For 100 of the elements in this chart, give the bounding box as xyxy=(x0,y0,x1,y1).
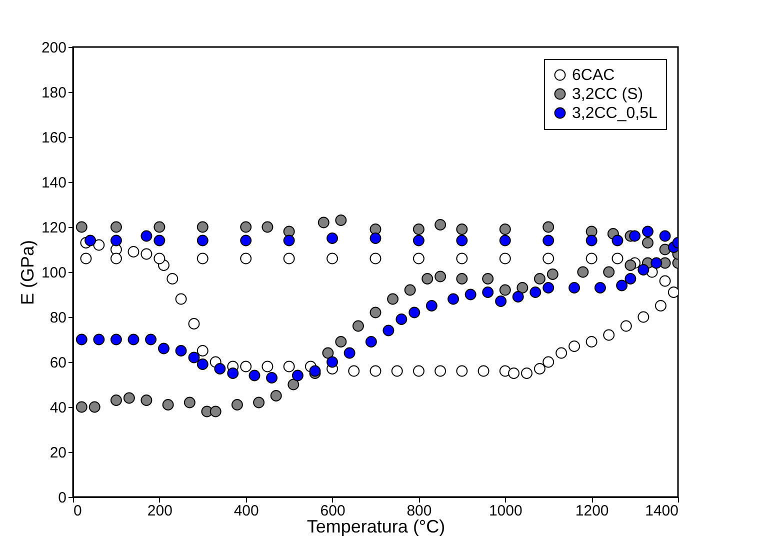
point xyxy=(288,378,300,390)
legend-label: 3,2CC_0,5L xyxy=(572,105,658,122)
point xyxy=(240,221,252,233)
point xyxy=(154,252,166,264)
point xyxy=(283,234,295,246)
y-tick-label: 0 xyxy=(58,490,66,506)
y-tick-label: 120 xyxy=(41,220,66,236)
point xyxy=(370,232,382,244)
point xyxy=(382,324,394,336)
point xyxy=(76,221,88,233)
point xyxy=(412,252,424,264)
point xyxy=(396,314,408,325)
point xyxy=(434,270,446,282)
y-tick-label: 60 xyxy=(50,354,66,372)
point xyxy=(542,356,554,368)
point xyxy=(188,318,200,330)
point xyxy=(478,365,490,377)
point xyxy=(335,214,347,226)
point xyxy=(370,306,382,318)
point xyxy=(530,286,542,298)
point xyxy=(162,399,174,410)
point xyxy=(110,394,122,406)
point xyxy=(638,264,650,276)
point xyxy=(196,358,208,370)
point xyxy=(140,248,152,260)
point xyxy=(603,329,615,341)
point xyxy=(499,224,511,235)
point xyxy=(638,311,650,323)
y-tick-label: 160 xyxy=(41,130,66,146)
point xyxy=(262,221,274,233)
y-tick-label: 100 xyxy=(41,264,66,282)
point xyxy=(344,347,356,359)
point xyxy=(128,334,140,346)
x-tick-label: 600 xyxy=(320,502,346,520)
y-tick-label: 40 xyxy=(50,400,66,416)
point xyxy=(326,232,338,244)
y-tick-label: 80 xyxy=(50,310,66,326)
point xyxy=(140,230,152,242)
point xyxy=(495,296,507,307)
y-tick-label: 180 xyxy=(41,84,66,102)
point xyxy=(326,252,338,264)
point xyxy=(93,239,105,251)
point xyxy=(616,280,628,292)
point xyxy=(309,365,321,377)
point xyxy=(175,293,187,305)
point xyxy=(88,401,100,413)
point xyxy=(240,252,252,264)
point xyxy=(387,293,399,305)
point xyxy=(408,306,420,318)
point xyxy=(292,370,304,382)
point xyxy=(283,252,295,264)
point xyxy=(456,234,468,246)
x-tick-label: 200 xyxy=(147,502,172,520)
point xyxy=(534,273,546,284)
point xyxy=(642,237,654,248)
point xyxy=(154,221,166,233)
point xyxy=(668,286,678,298)
point xyxy=(210,406,222,418)
point xyxy=(370,365,382,377)
point xyxy=(659,230,671,242)
point xyxy=(434,365,446,377)
point xyxy=(482,273,494,284)
point xyxy=(556,347,568,359)
point xyxy=(499,234,511,246)
point xyxy=(448,293,460,305)
point xyxy=(594,282,606,294)
legend-label: 6CAC xyxy=(572,67,615,84)
point xyxy=(214,363,226,374)
x-tick-label: 1000 xyxy=(488,502,522,520)
x-axis-title: Temperatura (°C) xyxy=(306,516,446,536)
y-tick-label: 20 xyxy=(50,444,66,462)
point xyxy=(80,252,92,264)
point xyxy=(586,252,598,264)
point xyxy=(642,226,654,238)
point xyxy=(145,334,157,346)
point xyxy=(659,275,671,287)
point xyxy=(270,390,282,402)
point xyxy=(248,370,260,382)
point xyxy=(577,266,589,278)
x-tick-label: 0 xyxy=(74,502,82,520)
point xyxy=(352,320,364,332)
point xyxy=(110,234,122,246)
point xyxy=(534,363,546,374)
point xyxy=(84,234,96,246)
point xyxy=(110,334,122,346)
point xyxy=(253,396,265,408)
point xyxy=(196,252,208,264)
point xyxy=(283,360,295,372)
point xyxy=(620,320,632,332)
point xyxy=(546,268,558,280)
point xyxy=(456,224,468,235)
point xyxy=(391,365,403,377)
point xyxy=(422,273,434,284)
point xyxy=(158,342,170,354)
point xyxy=(140,394,152,406)
point xyxy=(464,288,476,300)
point xyxy=(348,365,360,377)
point xyxy=(110,221,122,233)
point xyxy=(586,234,598,246)
point xyxy=(123,392,135,404)
